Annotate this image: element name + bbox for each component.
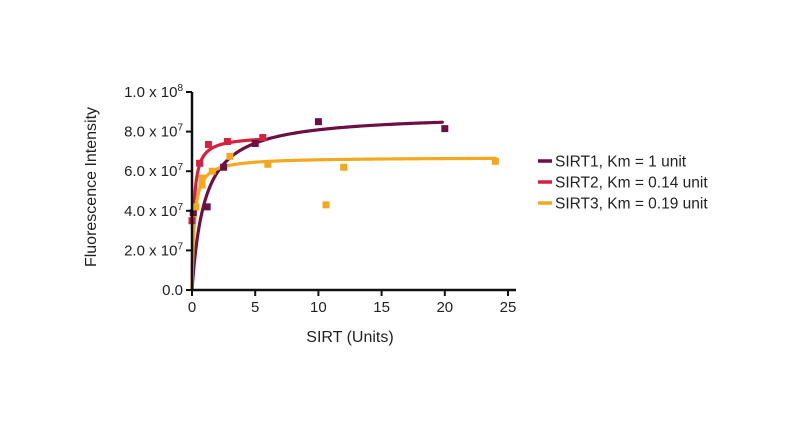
y-tick-label: 6.0 x 107 (124, 162, 183, 180)
y-tick-label: 1.0 x 108 (124, 83, 183, 101)
data-point (226, 152, 234, 160)
y-tick-mantissa: 2.0 x 10 (124, 242, 177, 259)
data-point (220, 163, 228, 171)
fit-curve (190, 156, 497, 292)
data-point (340, 163, 348, 171)
data-point (198, 174, 206, 182)
data-point (203, 203, 211, 211)
y-tick-exponent: 7 (177, 123, 183, 134)
data-point (208, 167, 216, 175)
data-point (264, 160, 272, 168)
y-tick-label: 2.0 x 107 (124, 241, 183, 259)
y-tick-label: 4.0 x 107 (124, 202, 183, 220)
x-tick-label: 0 (188, 299, 196, 316)
data-point (192, 203, 200, 211)
data-point (491, 157, 499, 165)
data-point (189, 209, 197, 217)
y-tick-exponent: 8 (177, 83, 183, 94)
y-tick-mantissa: 8.0 x 10 (124, 124, 177, 141)
y-tick-exponent: 7 (177, 202, 183, 213)
x-tick-label: 15 (373, 299, 390, 316)
data-point (198, 181, 206, 189)
y-tick-label: 0.0 (162, 282, 183, 299)
data-point (204, 140, 212, 148)
legend-label: SIRT3, Km = 0.19 unit (555, 196, 708, 213)
x-tick-label: 20 (436, 299, 453, 316)
y-tick-mantissa: 4.0 x 10 (124, 203, 177, 220)
y-axis-title: Fluorescence Intensity (83, 107, 100, 267)
y-tick-mantissa: 0.0 (162, 282, 183, 299)
y-tick-label: 8.0 x 107 (124, 123, 183, 141)
y-tick-exponent: 7 (177, 241, 183, 252)
x-tick-label: 5 (251, 299, 259, 316)
data-points (188, 118, 499, 225)
legend-label: SIRT1, Km = 1 unit (555, 154, 687, 171)
data-point (314, 118, 322, 126)
x-tick-label: 25 (500, 299, 517, 316)
data-point (251, 139, 259, 147)
data-point (223, 138, 231, 145)
fit-curves (190, 120, 497, 292)
fit-curve (190, 120, 444, 292)
y-tick-mantissa: 1.0 x 10 (124, 84, 177, 101)
legend-label: SIRT2, Km = 0.14 unit (555, 175, 708, 192)
y-tick-mantissa: 6.0 x 10 (124, 163, 177, 180)
data-point (441, 125, 449, 133)
data-point (196, 159, 204, 167)
x-tick-label: 10 (310, 299, 327, 316)
legend: SIRT1, Km = 1 unit SIRT2, Km = 0.14 unit S… (538, 154, 708, 213)
data-point (259, 134, 267, 142)
x-axis-title: SIRT (Units) (306, 329, 393, 346)
x-axis-ticks: 0 5 10 15 20 25 (188, 290, 517, 316)
data-point (322, 201, 330, 209)
y-tick-exponent: 7 (177, 162, 183, 173)
